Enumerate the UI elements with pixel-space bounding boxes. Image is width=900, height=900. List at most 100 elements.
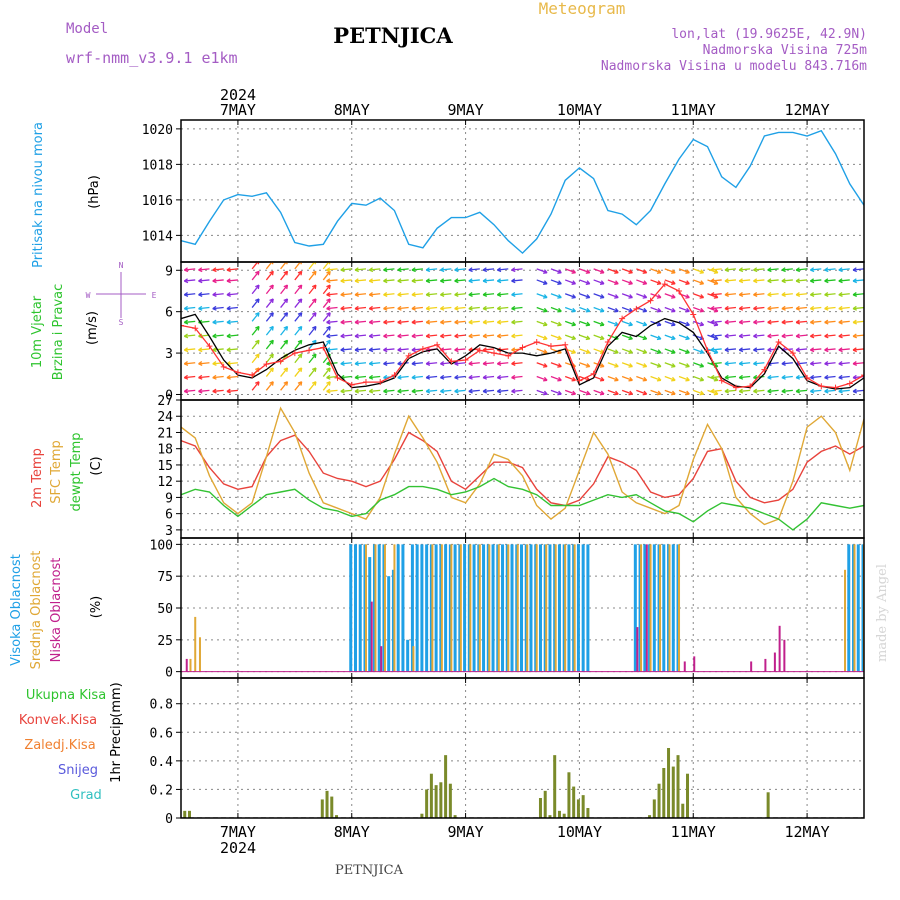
cloud-bar	[469, 544, 472, 672]
wind-arrow-head	[824, 319, 829, 323]
wind-arrow	[411, 320, 423, 324]
wind-arrow-head	[286, 326, 289, 331]
wind-arrow	[693, 362, 704, 368]
wind-arrow	[468, 293, 480, 296]
wind-arrow-head	[454, 361, 459, 365]
ytick-label: 6	[165, 306, 173, 321]
wind-arrow-head	[738, 361, 743, 365]
wind-arrow	[340, 293, 352, 296]
wind-arrow	[852, 389, 864, 393]
wind-arrow	[294, 262, 302, 270]
wind-arrow	[536, 362, 548, 368]
wind-arrow	[198, 279, 210, 282]
precip-bar	[453, 815, 457, 818]
wind-arrow-head	[767, 388, 772, 392]
wind-arrow-head	[614, 272, 619, 274]
wind-arrow-head	[713, 283, 718, 285]
wind-arrow-head	[271, 285, 274, 290]
wind-arrow-head	[852, 374, 857, 379]
wind-arrow-head	[543, 324, 548, 327]
wind-arrow	[838, 362, 850, 365]
wind-arrow	[483, 293, 495, 296]
cloud-bar	[463, 544, 467, 672]
cloud-bar	[662, 544, 666, 672]
wind-arrow-head	[368, 361, 373, 365]
cloud-bar	[649, 544, 652, 672]
wind-arrow	[824, 268, 836, 271]
wind-arrow	[226, 293, 238, 296]
wind-arrow-head	[454, 292, 459, 296]
cloud-bar	[671, 544, 675, 672]
wind-arrow	[724, 279, 737, 282]
wind-arrow	[198, 268, 210, 271]
wind-arrow-head	[397, 333, 402, 337]
cloud-bar	[659, 544, 662, 672]
wind-arrow-head	[685, 324, 690, 327]
cloud-bar	[683, 661, 686, 672]
wind-arrow-head	[795, 333, 800, 337]
wind-arrow	[607, 293, 619, 299]
wind-arrow	[621, 375, 633, 381]
wind-arrow-head	[482, 278, 487, 282]
wind-arrow	[810, 279, 822, 282]
wind-arrow	[497, 293, 509, 296]
gust-marker	[533, 339, 540, 346]
wind-arrow-head	[411, 278, 416, 282]
wind-arrow-head	[440, 361, 445, 365]
wind-arrow-head	[753, 388, 758, 392]
gust-marker	[320, 344, 327, 351]
wind-arrow	[781, 362, 793, 365]
wind-arrow	[251, 339, 260, 350]
wind-arrow	[280, 381, 288, 391]
wind-arrow	[678, 306, 690, 312]
wind-arrow	[280, 339, 288, 350]
wind-arrow	[550, 362, 562, 368]
wind-arrow-head	[838, 292, 843, 296]
wind-arrow-head	[671, 324, 676, 327]
cloud-bar	[576, 544, 580, 672]
ytick-label: 0	[165, 666, 173, 681]
wind-arrow	[397, 306, 409, 310]
wind-arrow-head	[226, 347, 231, 351]
temp-labels: 2m Temp SFC Temp dewpt Temp (C)	[30, 432, 104, 511]
wind-arrow	[397, 334, 409, 337]
cloud-bar	[450, 544, 453, 672]
wind-arrow	[294, 298, 303, 308]
wind-arrow	[781, 375, 793, 379]
wind-arrow-head	[183, 388, 188, 392]
wind-arrow-head	[212, 374, 217, 379]
wind-arrow	[511, 306, 523, 310]
wind-arrow	[226, 306, 238, 310]
precip-bar	[439, 782, 443, 818]
precip-bar	[681, 803, 685, 818]
wind-arrow-head	[753, 319, 758, 323]
wind-arrow-head	[397, 305, 402, 310]
wind-arrow-head	[468, 319, 473, 323]
gust-marker	[590, 370, 597, 377]
wind-arrow	[824, 279, 836, 282]
cloud-bar	[535, 544, 538, 672]
wind-arrow	[454, 348, 466, 351]
wind-arrow	[322, 381, 331, 391]
wind-arrow	[354, 362, 367, 365]
wind-arrow	[579, 279, 590, 285]
wind-arrow-head	[543, 379, 548, 382]
wind-arrow	[226, 320, 238, 324]
wind-arrow	[497, 334, 509, 337]
wind-arrow	[564, 268, 576, 274]
wind-arrow-head	[468, 347, 473, 351]
wind-arrow-head	[599, 296, 605, 299]
wind-arrow	[454, 389, 466, 393]
wind-arrow-head	[557, 272, 562, 274]
wind-arrow-head	[671, 393, 676, 396]
wind-arrow	[354, 348, 367, 351]
cloud-bar	[368, 557, 372, 672]
ytick-label: 0	[165, 388, 173, 403]
wind-arrow-head	[425, 388, 430, 392]
wind-arrow	[607, 389, 619, 395]
wind-arrow	[184, 320, 196, 324]
model-label: Model	[66, 21, 108, 37]
wind-arrow	[411, 375, 423, 379]
top-day-label: 9MAY	[448, 101, 484, 119]
wind-arrow	[550, 334, 562, 340]
